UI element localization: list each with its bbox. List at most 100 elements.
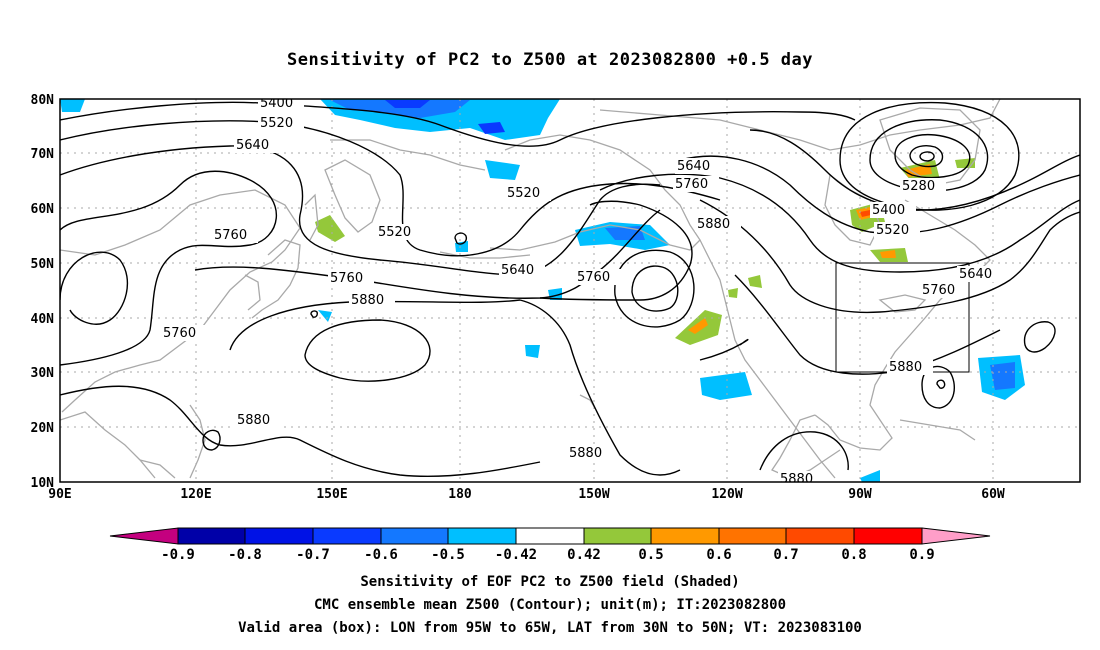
shade-red-hudson [860,210,871,217]
svg-text:5760: 5760 [577,270,610,285]
coast-borneo [139,459,176,479]
contour-label: 5280 [900,178,946,194]
shade-atlantic-core [990,362,1015,390]
contour-5880-subtrop [60,385,541,478]
contour-label: 5640 [957,266,1003,282]
colorbar-label: -0.42 [495,547,537,563]
contour-low-5280 [894,133,971,179]
contour-5760-east [699,199,1080,314]
contour-ring-small2 [454,232,468,245]
lat-label: 60N [31,202,55,217]
contour-labels: 5400 5520 5640 5760 5760 5760 5880 5880 … [161,99,1003,482]
shade-orange-labrador [905,164,932,177]
contour-label: 5760 [161,325,207,341]
shade-green-japan [315,215,345,242]
contour-label: 5760 [673,176,719,192]
colorbar-box [380,527,449,545]
contour-5640-gulf [599,173,1080,273]
svg-text:5760: 5760 [330,271,363,286]
latitude-labels: 80N 70N 60N 50N 40N 30N 20N 10N [31,93,55,491]
svg-text:5880: 5880 [351,293,384,308]
contour-label: 5640 [499,262,545,278]
contour-label: 5640 [675,158,721,174]
shade-green-west2 [728,288,738,298]
svg-text:5520: 5520 [378,225,411,240]
coast-lakes [878,294,927,313]
svg-text:5640: 5640 [501,263,534,278]
colorbar-box [718,527,787,545]
coast-sakhalin [304,193,319,241]
contour-label: 5400 [258,99,304,111]
shade-bering [485,160,520,180]
svg-text:5400: 5400 [872,203,905,218]
shade-orange-ne-us [880,250,896,258]
contour-ring-atl-inner [936,379,946,389]
svg-text:5760: 5760 [214,228,247,243]
svg-text:5880: 5880 [237,413,270,428]
contour-5400-north [60,101,856,147]
coast-alaska [489,134,701,251]
contour-5880-south [759,431,849,471]
gridlines [60,99,1080,482]
shade-small-4 [318,310,332,322]
lon-label: 150E [316,487,347,502]
svg-text:5760: 5760 [922,283,955,298]
longitude-labels: 90E 120E 150E 180 150W 120W 90W 60W [48,487,1005,502]
contour-5520-east [679,155,1080,235]
coast-philippines [189,404,206,479]
contour-5760-mid [194,209,661,299]
contour-5880-east [734,274,1001,375]
contour-label: 5760 [212,227,258,243]
map-title: Sensitivity of PC2 to Z500 at 2023082800… [286,50,813,70]
contour-label: 5400 [870,202,916,218]
coast-asia-east [60,189,301,413]
contour-ring-tiny [310,310,318,318]
colorbar-label: 0.5 [638,547,663,563]
coast-gulf-mexico [771,414,841,479]
shade-arctic-core2 [478,122,505,134]
shade-northwest-corner [60,99,85,112]
contour-ring-wp [202,429,221,451]
contour-low-5520 [839,101,1020,211]
colorbar-labels: -0.9 -0.8 -0.7 -0.6 -0.5 -0.42 0.42 0.5 … [161,547,935,563]
lon-label: 120W [711,487,742,502]
colorbar-box [583,527,652,545]
lat-label: 20N [31,421,55,436]
contour-label: 5520 [258,115,304,131]
caption-line-3: Valid area (box): LON from 95W to 65W, L… [238,620,862,636]
lon-label: 150W [578,487,609,502]
lon-label: 90E [48,487,71,502]
contour-label: 5760 [920,282,966,298]
svg-text:5760: 5760 [163,326,196,341]
shade-arctic-core [385,100,430,108]
contour-label: 5880 [887,359,933,375]
colorbar-box [447,527,517,545]
contour-low-5400 [869,119,989,192]
colorbar-box [177,527,246,545]
contour-ring-ne [1023,321,1056,353]
svg-text:5640: 5640 [959,267,992,282]
contour-label: 5880 [349,292,395,308]
shade-pacific-east [700,372,752,400]
contour-5760-trough [539,200,693,301]
lat-label: 30N [31,366,55,381]
contour-5880-highcell [304,319,431,382]
contour-label: 5880 [567,445,613,461]
svg-text:5880: 5880 [697,217,730,232]
contour-label: 5640 [234,137,280,153]
contour-low-inner2 [919,151,935,162]
colorbar-box [650,527,720,545]
contour-5880-east2 [699,339,749,361]
colorbar [109,527,991,545]
contour-label: 5520 [376,224,422,240]
contour-label: 5520 [874,222,920,238]
coast-korea [244,274,261,311]
lat-label: 80N [31,93,55,108]
lat-label: 40N [31,312,55,327]
colorbar-box [785,527,855,545]
colorbar-low-triangle [109,527,179,545]
contour-low-inner [909,145,944,168]
colorbar-label: 0.6 [706,547,731,563]
colorbar-box [515,527,585,545]
